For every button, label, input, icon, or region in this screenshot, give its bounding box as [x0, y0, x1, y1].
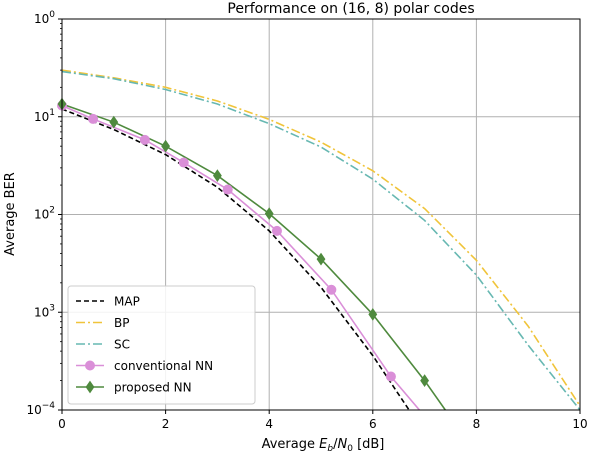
data-point-proposed-nn	[161, 139, 171, 153]
data-point-conventional-nn	[178, 157, 189, 168]
x-axis-label-n0: N	[337, 437, 347, 452]
data-point-conventional-nn	[139, 134, 150, 145]
data-point-conventional-nn	[222, 184, 233, 195]
y-tick-label: 102	[34, 206, 55, 222]
legend-marker-conventional-nn	[85, 360, 95, 371]
y-tick-label: 100	[34, 10, 55, 26]
chart-title: Performance on (16, 8) polar codes	[227, 1, 474, 17]
y-tick-exponent: 2	[49, 206, 55, 216]
series-line-bp	[62, 69, 580, 407]
x-tick-label: 4	[265, 417, 273, 431]
data-point-conventional-nn	[88, 113, 99, 124]
y-tick-mantissa: 10	[26, 403, 41, 417]
y-tick-label: 103	[34, 303, 55, 319]
y-tick-exponent: 3	[49, 303, 55, 313]
data-point-proposed-nn	[420, 374, 430, 387]
series-line-map	[62, 108, 410, 410]
y-tick-mantissa: 10	[34, 110, 49, 124]
y-axis-label: Average BER	[3, 172, 18, 256]
y-tick-mantissa: 10	[34, 12, 49, 26]
x-axis-ticks: 0 2 4 6 8 10	[58, 410, 588, 431]
legend-label-bp: BP	[114, 316, 129, 330]
y-tick-exponent: 1	[49, 108, 55, 118]
x-axis-label-slash: /	[333, 437, 338, 452]
y-tick-mantissa: 10	[34, 305, 49, 319]
x-tick-label: 8	[473, 417, 481, 431]
data-point-proposed-nn	[109, 115, 119, 129]
y-tick-label: 10−4	[26, 401, 55, 417]
x-axis-label-prefix: Average	[262, 437, 320, 452]
data-point-conventional-nn	[385, 371, 396, 382]
data-point-proposed-nn	[212, 169, 222, 182]
y-tick-mantissa: 10	[34, 208, 49, 222]
legend-label-conventional-nn: conventional NN	[114, 359, 213, 373]
x-axis-label-sub-0: 0	[347, 444, 353, 454]
data-point-conventional-nn	[326, 284, 337, 295]
data-point-proposed-nn	[368, 308, 378, 321]
legend-label-sc: SC	[114, 338, 130, 352]
legend-label-proposed-nn: proposed NN	[114, 381, 192, 395]
legend-box	[67, 285, 256, 405]
x-tick-label: 6	[369, 417, 377, 431]
data-point-proposed-nn	[316, 252, 326, 266]
x-axis-label-eb: E	[319, 437, 328, 452]
x-axis-label: Average Eb/N0 [dB]	[262, 437, 385, 454]
x-axis-label-sub-b: b	[327, 444, 333, 454]
x-axis-label-suffix: [dB]	[353, 437, 384, 452]
y-tick-exponent: −4	[42, 401, 56, 411]
series-line-sc	[62, 70, 580, 410]
data-point-proposed-nn	[264, 207, 274, 221]
x-tick-label: 0	[58, 417, 66, 431]
legend-marker-proposed-nn	[85, 380, 95, 394]
y-tick-label: 101	[34, 108, 55, 124]
legend: MAP BP SC conventional NN proposed NN	[67, 285, 256, 405]
x-tick-label: 10	[572, 417, 587, 431]
x-tick-label: 2	[162, 417, 170, 431]
legend-label-map: MAP	[114, 295, 140, 309]
y-tick-exponent: 0	[49, 10, 55, 20]
data-point-conventional-nn	[271, 225, 282, 236]
